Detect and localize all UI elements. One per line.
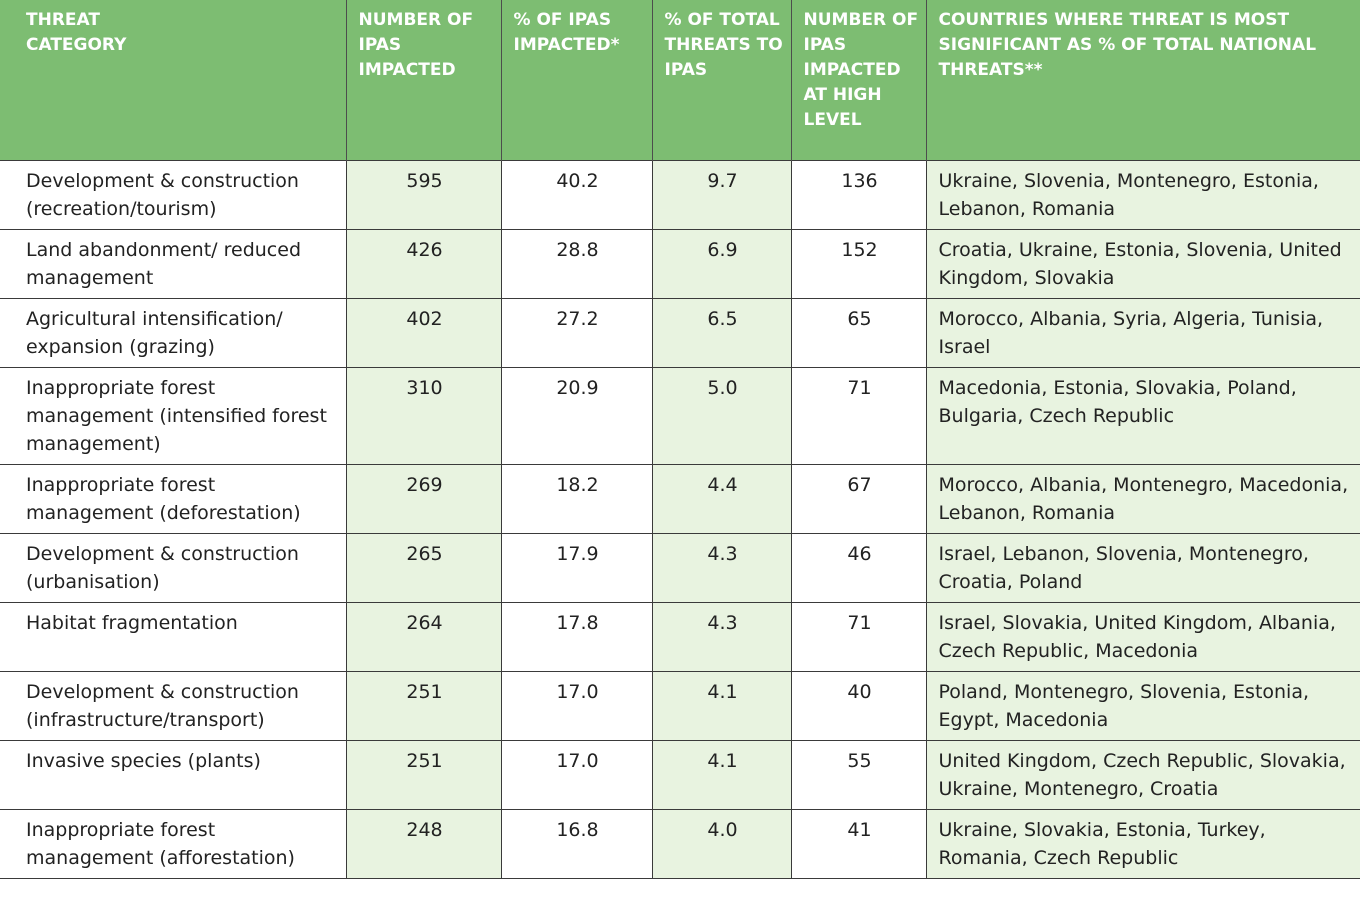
table-body: Development & construction (recreation/t…	[0, 161, 1360, 879]
table-row: Development & construction (infrastructu…	[0, 672, 1360, 741]
header-row: THREAT CATEGORY NUMBER OF IPAS IMPACTED % …	[0, 0, 1360, 161]
number-cell: 264	[346, 603, 501, 672]
table-row: Development & construction (urbanisation…	[0, 534, 1360, 603]
header-cell: % OF TOTAL THREATS TO IPAS	[652, 0, 791, 161]
number-cell: 71	[791, 368, 926, 465]
table-row: Agricultural intensification/ expansion …	[0, 299, 1360, 368]
countries-cell: Ukraine, Slovenia, Montenegro, Estonia, …	[926, 161, 1360, 230]
countries-cell: United Kingdom, Czech Republic, Slovakia…	[926, 741, 1360, 810]
number-cell: 136	[791, 161, 926, 230]
number-cell: 17.0	[501, 741, 652, 810]
table-row: Inappropriate forest management (intensi…	[0, 368, 1360, 465]
number-cell: 310	[346, 368, 501, 465]
number-cell: 595	[346, 161, 501, 230]
table-row: Inappropriate forest management (defores…	[0, 465, 1360, 534]
header-text: % OF TOTAL THREATS TO IPAS	[665, 8, 785, 83]
threat-cell: Habitat fragmentation	[0, 603, 346, 672]
header-text: % OF IPAS IMPACTED*	[514, 8, 646, 58]
page: {"table": { "headers": ["THREAT CATEGORY…	[0, 0, 1360, 922]
table-row: Development & construction (recreation/t…	[0, 161, 1360, 230]
number-cell: 4.1	[652, 741, 791, 810]
number-cell: 71	[791, 603, 926, 672]
number-cell: 46	[791, 534, 926, 603]
number-cell: 4.4	[652, 465, 791, 534]
number-cell: 67	[791, 465, 926, 534]
number-cell: 20.9	[501, 368, 652, 465]
countries-cell: Morocco, Albania, Syria, Algeria, Tunisi…	[926, 299, 1360, 368]
threat-cell: Development & construction (recreation/t…	[0, 161, 346, 230]
number-cell: 41	[791, 810, 926, 879]
number-cell: 65	[791, 299, 926, 368]
number-cell: 27.2	[501, 299, 652, 368]
number-cell: 16.8	[501, 810, 652, 879]
table-row: Inappropriate forest management (affores…	[0, 810, 1360, 879]
number-cell: 4.3	[652, 534, 791, 603]
number-cell: 152	[791, 230, 926, 299]
number-cell: 5.0	[652, 368, 791, 465]
number-cell: 265	[346, 534, 501, 603]
threat-cell: Inappropriate forest management (affores…	[0, 810, 346, 879]
header-cell: COUNTRIES WHERE THREAT IS MOST SIGNIFICA…	[926, 0, 1360, 161]
header-cell: NUMBER OF IPAS IMPACTED	[346, 0, 501, 161]
header-cell: THREAT CATEGORY	[0, 0, 346, 161]
number-cell: 248	[346, 810, 501, 879]
number-cell: 251	[346, 741, 501, 810]
number-cell: 40	[791, 672, 926, 741]
number-cell: 251	[346, 672, 501, 741]
header-text: COUNTRIES WHERE THREAT IS MOST SIGNIFICA…	[939, 8, 1355, 83]
number-cell: 17.9	[501, 534, 652, 603]
countries-cell: Israel, Lebanon, Slovenia, Montenegro, C…	[926, 534, 1360, 603]
threat-cell: Agricultural intensification/ expansion …	[0, 299, 346, 368]
header-cell: % OF IPAS IMPACTED*	[501, 0, 652, 161]
threat-cell: Development & construction (urbanisation…	[0, 534, 346, 603]
threat-cell: Inappropriate forest management (defores…	[0, 465, 346, 534]
number-cell: 17.8	[501, 603, 652, 672]
number-cell: 6.9	[652, 230, 791, 299]
header-cell: NUMBER OF IPAS IMPACTED AT HIGH LEVEL	[791, 0, 926, 161]
number-cell: 426	[346, 230, 501, 299]
header-text: NUMBER OF IPAS IMPACTED	[359, 8, 495, 83]
countries-cell: Macedonia, Estonia, Slovakia, Poland, Bu…	[926, 368, 1360, 465]
countries-cell: Ukraine, Slovakia, Estonia, Turkey, Roma…	[926, 810, 1360, 879]
threat-table: THREAT CATEGORY NUMBER OF IPAS IMPACTED % …	[0, 0, 1360, 879]
number-cell: 4.3	[652, 603, 791, 672]
number-cell: 40.2	[501, 161, 652, 230]
number-cell: 28.8	[501, 230, 652, 299]
countries-cell: Poland, Montenegro, Slovenia, Estonia, E…	[926, 672, 1360, 741]
threat-cell: Inappropriate forest management (intensi…	[0, 368, 346, 465]
number-cell: 17.0	[501, 672, 652, 741]
threat-cell: Development & construction (infrastructu…	[0, 672, 346, 741]
number-cell: 9.7	[652, 161, 791, 230]
number-cell: 269	[346, 465, 501, 534]
countries-cell: Morocco, Albania, Montenegro, Macedonia,…	[926, 465, 1360, 534]
threat-cell: Land abandonment/ reduced management	[0, 230, 346, 299]
threat-cell: Invasive species (plants)	[0, 741, 346, 810]
header-text: THREAT CATEGORY	[26, 8, 146, 58]
number-cell: 6.5	[652, 299, 791, 368]
header-text: NUMBER OF IPAS IMPACTED AT HIGH LEVEL	[804, 8, 920, 133]
number-cell: 55	[791, 741, 926, 810]
number-cell: 18.2	[501, 465, 652, 534]
countries-cell: Croatia, Ukraine, Estonia, Slovenia, Uni…	[926, 230, 1360, 299]
number-cell: 402	[346, 299, 501, 368]
number-cell: 4.0	[652, 810, 791, 879]
countries-cell: Israel, Slovakia, United Kingdom, Albani…	[926, 603, 1360, 672]
number-cell: 4.1	[652, 672, 791, 741]
